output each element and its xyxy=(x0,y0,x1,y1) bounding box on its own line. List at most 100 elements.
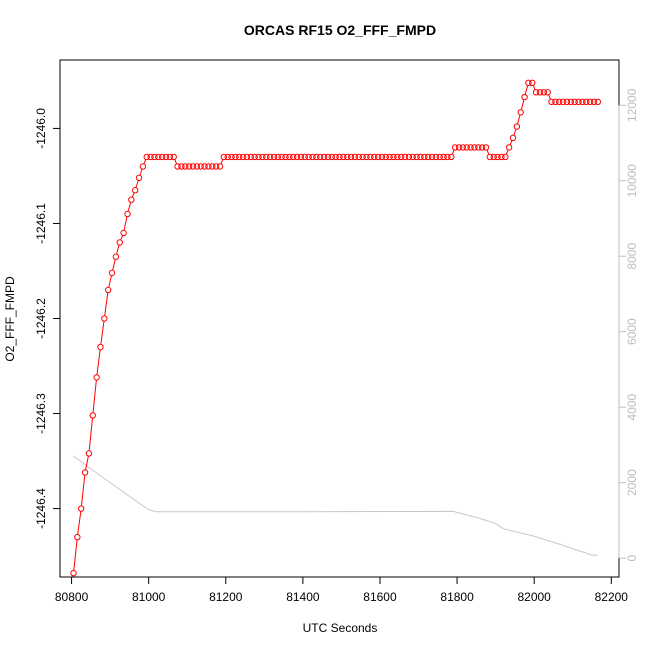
y-tick-label: -1246.3 xyxy=(34,393,48,434)
data-point xyxy=(336,153,343,161)
data-point xyxy=(370,153,378,161)
data-point xyxy=(212,163,220,170)
data-point xyxy=(320,153,328,161)
data-point xyxy=(101,315,108,322)
series-segment xyxy=(123,216,128,231)
data-point xyxy=(444,153,451,161)
data-point xyxy=(405,153,413,161)
data-point xyxy=(347,153,355,161)
data-point xyxy=(166,153,174,161)
x-axis-label: UTC Seconds xyxy=(303,621,378,635)
data-point xyxy=(567,98,575,106)
data-point xyxy=(197,163,204,170)
data-point xyxy=(382,153,389,161)
data-point xyxy=(131,187,139,194)
data-point xyxy=(162,153,170,161)
data-point xyxy=(471,144,478,151)
data-point xyxy=(170,153,177,161)
series-segment xyxy=(486,150,490,155)
data-point xyxy=(239,153,247,161)
y-axis-label: O2_FFF_FMPD xyxy=(3,276,17,362)
data-point xyxy=(509,134,517,142)
data-point xyxy=(344,153,351,161)
data-point xyxy=(112,253,120,260)
data-point xyxy=(228,153,235,161)
data-point xyxy=(178,163,185,170)
data-point xyxy=(583,98,590,106)
data-point xyxy=(575,98,582,106)
series-segment xyxy=(451,150,455,155)
data-point xyxy=(174,163,181,170)
data-point xyxy=(139,163,147,170)
series-segment xyxy=(116,245,120,254)
data-point xyxy=(552,98,559,106)
data-point xyxy=(243,153,251,161)
x-tick-label: 81400 xyxy=(286,590,320,604)
data-point xyxy=(74,533,81,541)
data-point xyxy=(328,153,335,161)
data-point xyxy=(290,153,297,161)
data-point xyxy=(278,153,285,161)
data-point xyxy=(448,153,455,161)
data-point xyxy=(128,196,135,203)
data-point xyxy=(201,163,208,170)
data-point xyxy=(274,153,282,161)
y2-tick-label: 8000 xyxy=(625,243,639,270)
series-segment xyxy=(104,292,109,316)
data-point xyxy=(189,163,197,170)
series-segment xyxy=(73,540,78,571)
data-point xyxy=(367,153,374,161)
data-point xyxy=(502,153,509,161)
series-segment xyxy=(96,349,101,375)
series-segment xyxy=(131,192,135,198)
data-point xyxy=(259,153,266,161)
data-point xyxy=(432,153,440,161)
data-point xyxy=(413,153,420,161)
data-point xyxy=(232,153,239,161)
data-point xyxy=(93,374,100,381)
plot-frame xyxy=(59,59,620,578)
data-point xyxy=(297,153,305,161)
data-point xyxy=(525,79,532,87)
data-point xyxy=(351,153,359,161)
data-point xyxy=(155,153,162,161)
data-point xyxy=(70,569,77,577)
data-point xyxy=(359,153,366,161)
data-point xyxy=(224,153,231,161)
data-point xyxy=(293,153,301,161)
data-point xyxy=(209,163,216,170)
y-axis: -1246.0 -1246.1 -1246.2 -1246.3 -1246.4 xyxy=(34,108,61,529)
data-point xyxy=(571,98,578,106)
data-point xyxy=(594,98,601,106)
data-point xyxy=(313,153,320,161)
x-tick-label: 82200 xyxy=(595,590,629,604)
data-point xyxy=(451,144,459,151)
data-point xyxy=(455,144,463,151)
data-point xyxy=(247,153,255,161)
data-point xyxy=(490,153,497,161)
data-point xyxy=(586,98,594,106)
data-point xyxy=(255,153,262,161)
data-point xyxy=(421,153,428,161)
data-point xyxy=(270,153,278,161)
data-point xyxy=(301,153,309,161)
series-segment xyxy=(509,140,513,145)
data-point xyxy=(556,98,563,106)
series-segment xyxy=(517,115,521,124)
data-point xyxy=(124,210,131,218)
data-point xyxy=(378,153,386,161)
data-point xyxy=(436,153,443,161)
series-segment xyxy=(135,180,139,188)
data-point xyxy=(251,153,258,161)
data-point xyxy=(563,98,571,106)
data-point xyxy=(120,229,127,237)
data-point xyxy=(216,163,224,170)
series-segment xyxy=(513,129,517,136)
y-tick-label: -1246.1 xyxy=(34,203,48,244)
data-point xyxy=(417,153,424,161)
data-point xyxy=(482,144,490,151)
data-point xyxy=(529,79,536,87)
data-point xyxy=(390,153,397,161)
series-points xyxy=(70,79,601,577)
data-point xyxy=(104,286,112,294)
